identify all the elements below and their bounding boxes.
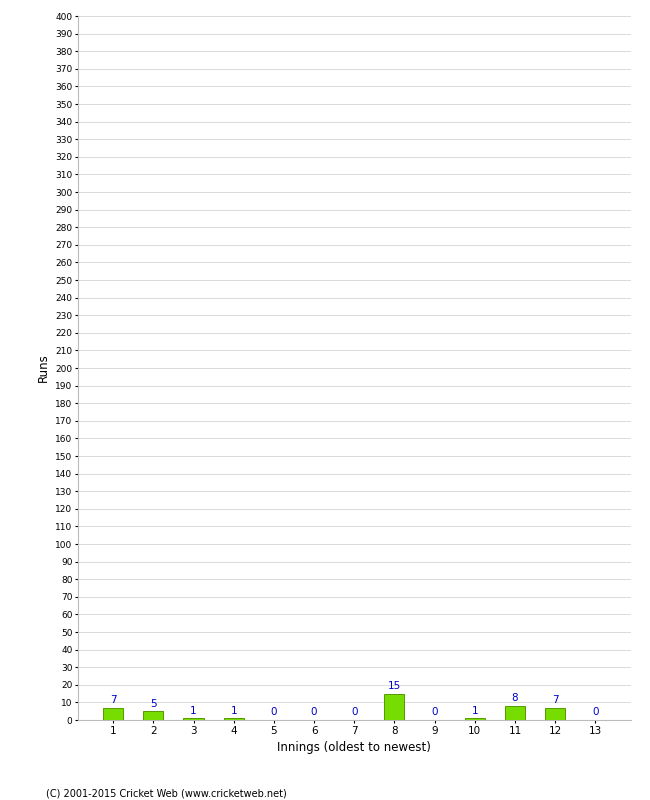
Text: 0: 0 bbox=[311, 707, 317, 718]
Text: 15: 15 bbox=[388, 681, 401, 691]
Text: 5: 5 bbox=[150, 698, 157, 709]
Bar bbox=[545, 708, 566, 720]
Bar bbox=[224, 718, 244, 720]
Text: 1: 1 bbox=[230, 706, 237, 715]
Text: 0: 0 bbox=[432, 707, 438, 718]
Y-axis label: Runs: Runs bbox=[36, 354, 49, 382]
Text: 0: 0 bbox=[592, 707, 599, 718]
Bar bbox=[103, 708, 124, 720]
Text: 0: 0 bbox=[270, 707, 277, 718]
Text: 1: 1 bbox=[471, 706, 478, 715]
Bar bbox=[505, 706, 525, 720]
Text: 1: 1 bbox=[190, 706, 197, 715]
Text: (C) 2001-2015 Cricket Web (www.cricketweb.net): (C) 2001-2015 Cricket Web (www.cricketwe… bbox=[46, 788, 286, 798]
Bar bbox=[465, 718, 485, 720]
Text: 8: 8 bbox=[512, 694, 518, 703]
X-axis label: Innings (oldest to newest): Innings (oldest to newest) bbox=[278, 741, 431, 754]
Bar bbox=[183, 718, 203, 720]
Text: 7: 7 bbox=[110, 695, 116, 705]
Text: 7: 7 bbox=[552, 695, 558, 705]
Text: 0: 0 bbox=[351, 707, 358, 718]
Bar bbox=[384, 694, 404, 720]
Bar bbox=[143, 711, 163, 720]
